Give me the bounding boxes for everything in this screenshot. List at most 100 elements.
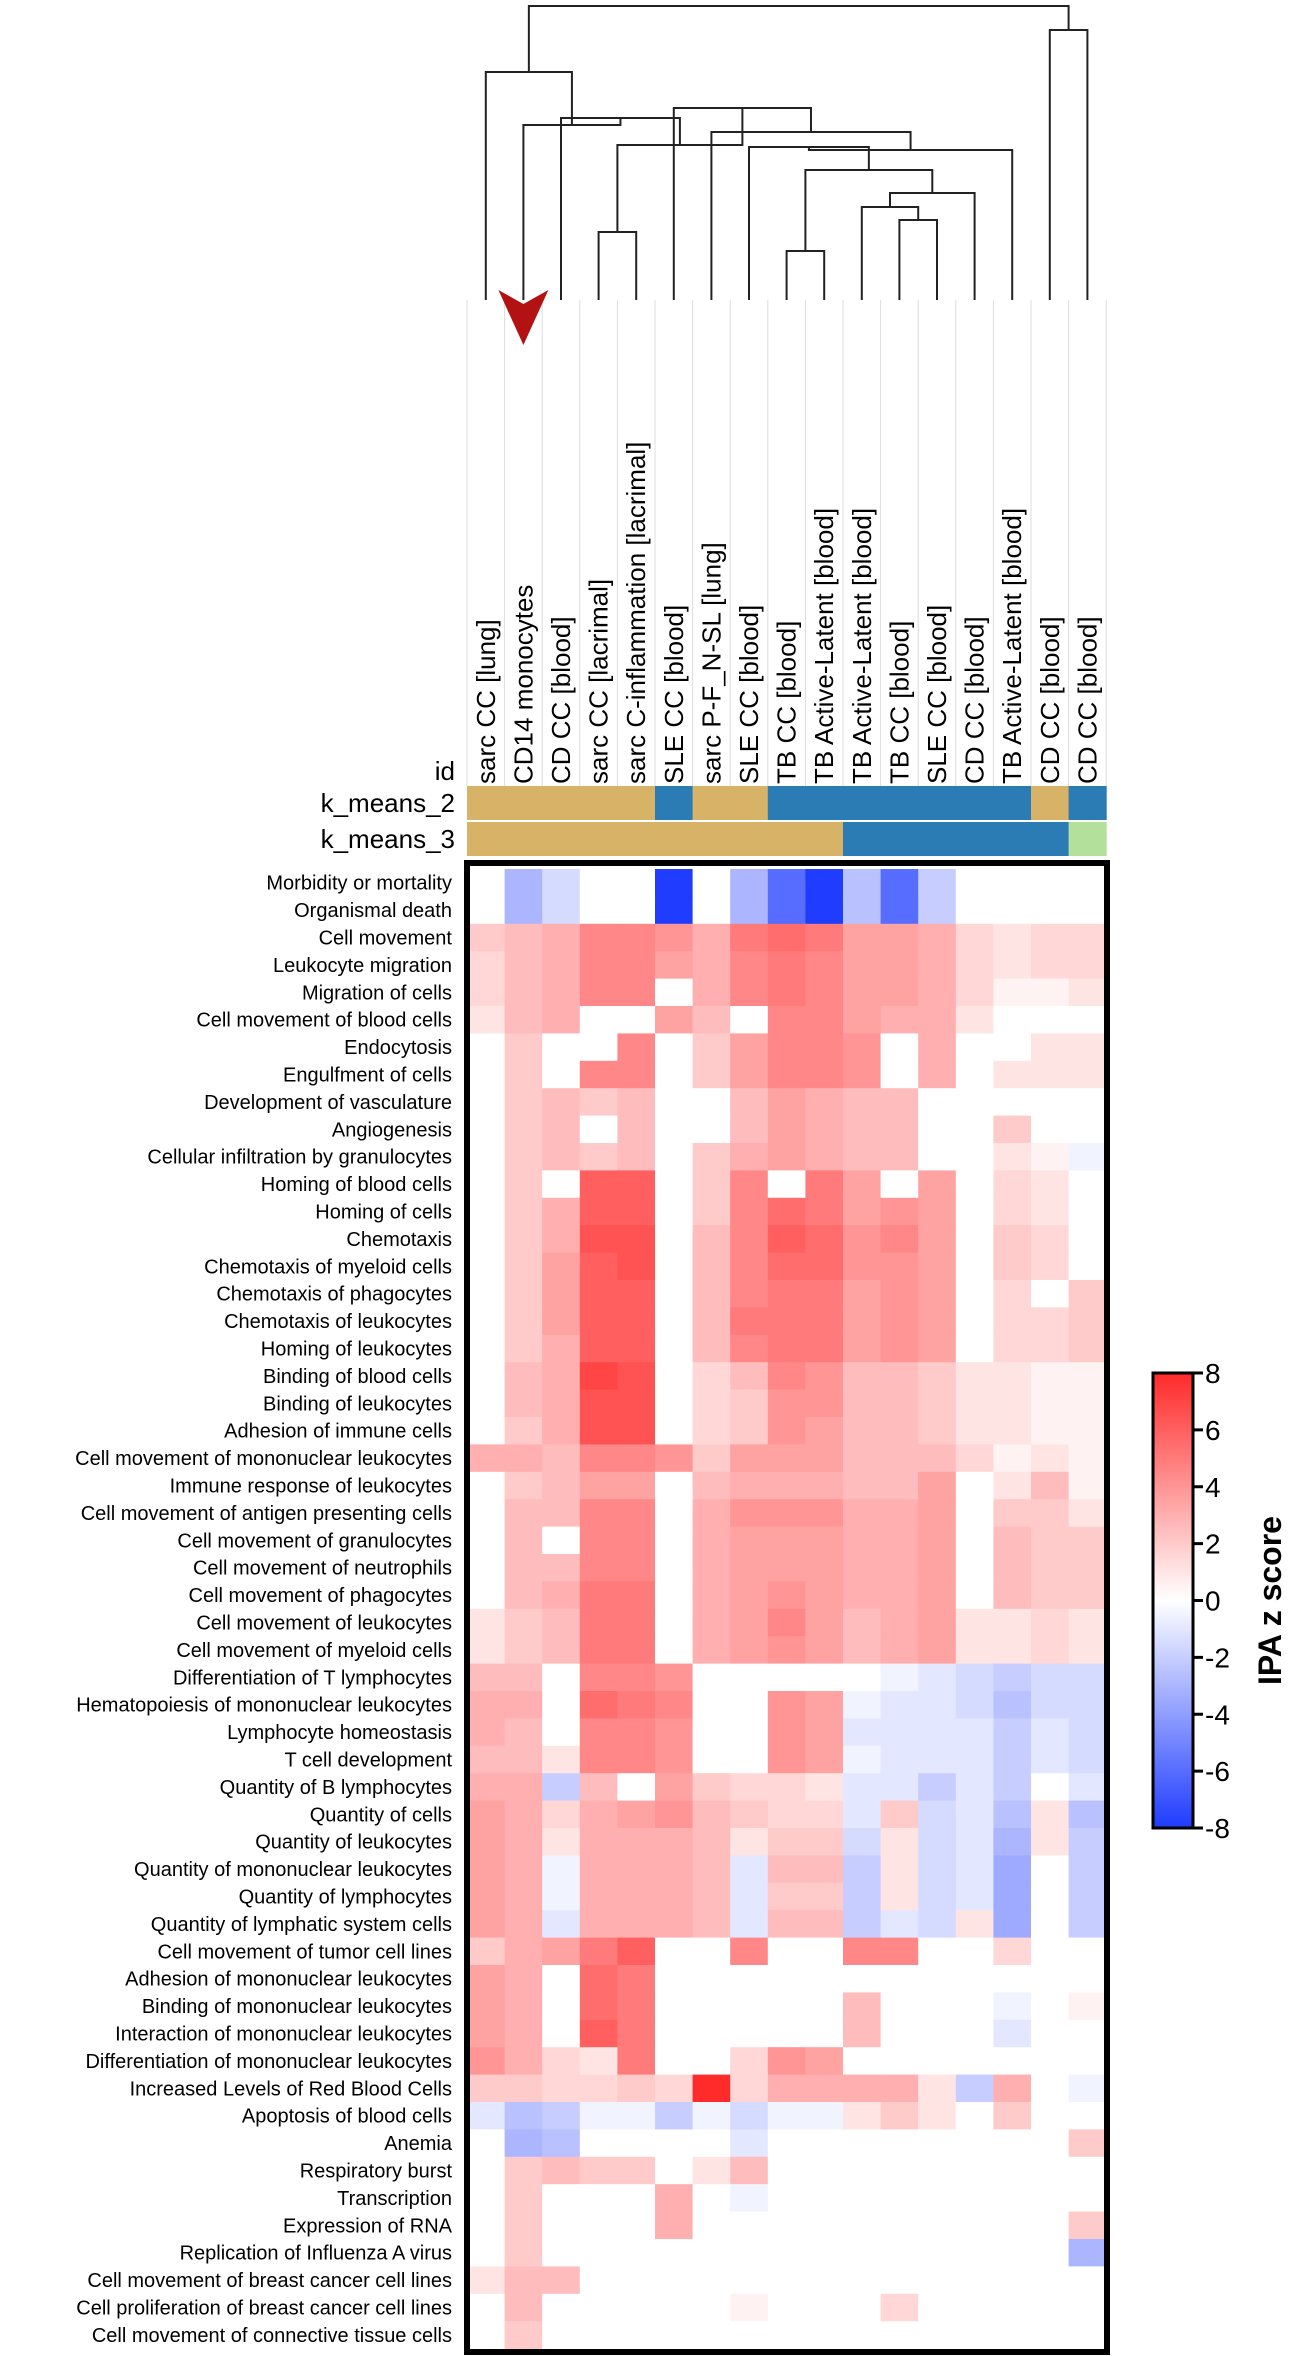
heatmap-cell [767, 923, 806, 952]
heatmap-cell [955, 1691, 994, 1719]
row-label-adhesion-of-immune-cells: Adhesion of immune cells [224, 1421, 452, 1443]
heatmap-cell [955, 1910, 994, 1939]
heatmap-cell [1068, 869, 1107, 897]
heatmap-cell [579, 1389, 618, 1418]
heatmap-cell [467, 1636, 506, 1665]
heatmap-cell [993, 1389, 1032, 1418]
heatmap-cell [467, 1937, 506, 1966]
heatmap-cell [805, 1910, 844, 1939]
heatmap-cell [542, 1882, 581, 1911]
dendrogram-link [1048, 29, 1089, 300]
heatmap-cell [805, 1773, 844, 1802]
row-label-cell-movement-of-myeloid-cells: Cell movement of myeloid cells [176, 1640, 452, 1662]
heatmap-cell [993, 1937, 1032, 1966]
heatmap-cell [993, 1663, 1032, 1692]
heatmap-cell [1068, 1280, 1107, 1308]
heatmap-cell [805, 1225, 844, 1254]
heatmap-cell [542, 896, 581, 925]
heatmap-cell [467, 1417, 506, 1445]
heatmap-cell [655, 1691, 694, 1719]
heatmap-cell [655, 1773, 694, 1802]
heatmap-cell [467, 1471, 506, 1500]
heatmap-cell [993, 1225, 1032, 1254]
heatmap-cell [767, 1581, 806, 1610]
heatmap-cell [1068, 1088, 1107, 1117]
heatmap-cell [617, 978, 656, 1007]
heatmap-cell [655, 2184, 694, 2213]
heatmap-cell [504, 1225, 543, 1254]
heatmap-cell [993, 978, 1032, 1007]
heatmap-cell [1068, 2211, 1107, 2240]
heatmap-cell [655, 1471, 694, 1500]
column-label: TB Active-Latent [blood] [847, 508, 877, 784]
heatmap-cell [1068, 1006, 1107, 1034]
heatmap-cell [579, 2156, 618, 2185]
heatmap-cell [843, 2047, 882, 2076]
row-label-cell-movement-of-neutrophils: Cell movement of neutrophils [193, 1558, 452, 1580]
row-label-interaction-of-mononuclear-leukocytes: Interaction of mononuclear leukocytes [115, 2024, 452, 2046]
heatmap-cell [692, 1225, 731, 1254]
heatmap-cell [880, 1143, 919, 1171]
heatmap-cell [692, 1855, 731, 1884]
heatmap-cell [467, 2019, 506, 2048]
heatmap-cell [730, 1471, 769, 1500]
heatmap-cell [467, 1197, 506, 1226]
heatmap-cell [1031, 1033, 1070, 1062]
heatmap-cell [918, 1581, 957, 1610]
heatmap-cell [730, 1636, 769, 1665]
heatmap-cell [504, 1417, 543, 1445]
heatmap-cell [655, 1581, 694, 1610]
heatmap-cell [467, 1170, 506, 1199]
heatmap-cell [993, 2239, 1032, 2267]
heatmap-cell [467, 2211, 506, 2240]
row-label-angiogenesis: Angiogenesis [332, 1119, 452, 1141]
heatmap-cell [504, 1745, 543, 1774]
row-label-cell-proliferation-of-breast-cancer-cell-lines: Cell proliferation of breast cancer cell… [76, 2298, 452, 2320]
row-label-apoptosis-of-blood-cells: Apoptosis of blood cells [242, 2106, 452, 2128]
heatmap-cell [617, 896, 656, 925]
heatmap-cell [579, 2102, 618, 2130]
heatmap-cell [1068, 2047, 1107, 2076]
heatmap-cell [542, 1471, 581, 1500]
row-labels: Morbidity or mortality Organismal death Ce… [75, 873, 453, 2347]
heatmap-cell [880, 1362, 919, 1391]
heatmap-cell [918, 869, 957, 897]
heatmap-cell [1031, 2102, 1070, 2130]
heatmap-cell [730, 1937, 769, 1966]
heatmap-cell [880, 1718, 919, 1747]
colorbar-title: IPA z score [1252, 1516, 1288, 1685]
heatmap-cell [918, 1499, 957, 1528]
heatmap-cell [767, 1362, 806, 1391]
heatmap-cell [467, 1143, 506, 1171]
heatmap-cell [767, 1855, 806, 1884]
heatmap-cell [993, 1417, 1032, 1445]
heatmap-cell [730, 1362, 769, 1391]
heatmap-cell [918, 1197, 957, 1226]
heatmap-cell [1068, 2184, 1107, 2213]
annotation-cell [843, 822, 882, 856]
heatmap-cell [504, 1362, 543, 1391]
heatmap-cell [1031, 1855, 1070, 1884]
heatmap-cell [843, 1828, 882, 1856]
heatmap-cell [617, 1471, 656, 1500]
heatmap-cell [579, 1334, 618, 1363]
heatmap-cell [692, 1389, 731, 1418]
heatmap-cell [467, 1773, 506, 1802]
heatmap-cell [692, 923, 731, 952]
row-label-endocytosis: Endocytosis [344, 1037, 452, 1059]
heatmap-cell [504, 1115, 543, 1144]
heatmap-cell [993, 1800, 1032, 1829]
heatmap-cell [730, 923, 769, 952]
heatmap-cell [918, 2239, 957, 2267]
heatmap-cell [955, 1937, 994, 1966]
heatmap-cell [918, 2156, 957, 2185]
row-label-lymphocyte-homeostasis: Lymphocyte homeostasis [227, 1722, 452, 1744]
heatmap-cell [993, 1910, 1032, 1939]
heatmap-cell [730, 1855, 769, 1884]
heatmap-cell [467, 951, 506, 980]
annotation-cell [918, 822, 957, 856]
heatmap-cell [692, 1170, 731, 1199]
heatmap-cell [767, 1691, 806, 1719]
heatmap-cell [655, 1855, 694, 1884]
heatmap-cell [843, 2184, 882, 2213]
